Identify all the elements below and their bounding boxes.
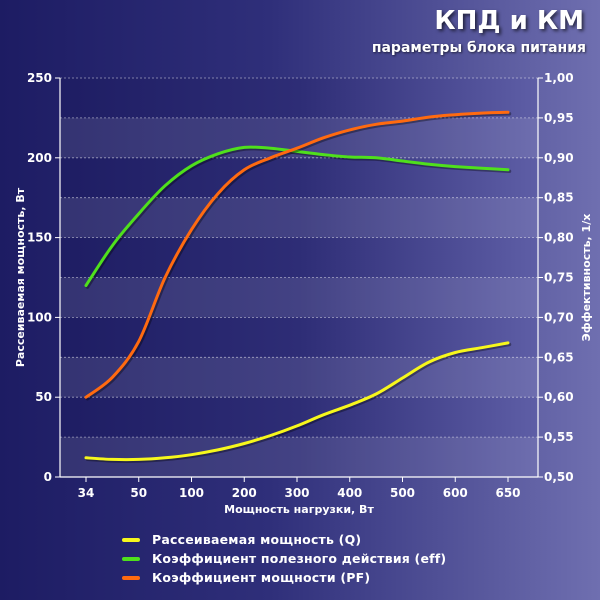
legend-item-eff: Коэффициент полезного действия (eff) [122, 549, 446, 568]
y-right-axis-title: Эффективность, 1/x [580, 214, 593, 342]
x-tick-label: 200 [232, 486, 257, 500]
y-right-tick-label: 0,95 [544, 111, 574, 125]
legend-label: Коэффициент полезного действия (eff) [152, 551, 447, 566]
grid-band [60, 277, 538, 318]
x-axis-title: Мощность нагрузки, Вт [224, 503, 374, 516]
plot-background [60, 78, 538, 477]
x-tick-label: 500 [390, 486, 415, 500]
series-q-line [84, 341, 510, 462]
y-right-tick-label: 0,85 [544, 191, 574, 205]
y-right-tick-label: 1,00 [544, 71, 574, 85]
legend-swatch [122, 575, 140, 580]
y-right-tick-label: 0,90 [544, 151, 574, 165]
x-tick-label: 400 [337, 486, 362, 500]
x-tick-label: 650 [495, 486, 520, 500]
grid-band [60, 357, 538, 398]
y-left-tick-label: 250 [27, 71, 52, 85]
y-right-tick-label: 0,80 [544, 231, 574, 245]
grid-band [60, 437, 538, 477]
y-left-tick-label: 150 [27, 231, 52, 245]
y-right-tick-label: 0,50 [544, 470, 574, 484]
x-tick-label: 300 [284, 486, 309, 500]
y-right-tick-label: 0,75 [544, 271, 574, 285]
series-pf-line-shadow [85, 112, 512, 401]
chart-title: КПД и КМ [434, 6, 584, 36]
legend-label: Коэффициент мощности (PF) [152, 570, 371, 585]
x-tick-label: 600 [443, 486, 468, 500]
y-right-tick-label: 0,60 [544, 390, 574, 404]
y-left-tick-label: 50 [35, 390, 52, 404]
chart-subtitle: параметры блока питания [371, 40, 586, 56]
y-right-tick-label: 0,55 [544, 430, 574, 444]
legend-item-pf: Коэффициент мощности (PF) [122, 568, 446, 587]
y-left-tick-label: 200 [27, 151, 52, 165]
y-left-tick-label: 100 [27, 310, 52, 324]
y-right-tick-label: 0,65 [544, 350, 574, 364]
y-left-tick-label: 0 [44, 470, 52, 484]
legend-swatch [122, 537, 140, 542]
legend-item-q: Рассеиваемая мощность (Q) [122, 530, 446, 549]
series-q-line-shadow [85, 342, 512, 463]
x-tick-label: 50 [130, 486, 147, 500]
legend-swatch [122, 556, 140, 561]
legend: Рассеиваемая мощность (Q) Коэффициент пол… [122, 530, 446, 587]
series-pf-line [84, 110, 510, 399]
series-eff-line [84, 145, 510, 287]
y-right-tick-label: 0,70 [544, 310, 574, 324]
chart-header: КПД и КМ параметры блока питания [0, 0, 600, 60]
x-tick-label: 100 [179, 486, 204, 500]
x-tick-label: 34 [78, 486, 95, 500]
grid-band [60, 197, 538, 238]
legend-label: Рассеиваемая мощность (Q) [152, 532, 362, 547]
y-left-axis-title: Рассеиваемая мощность, Вт [14, 187, 27, 367]
